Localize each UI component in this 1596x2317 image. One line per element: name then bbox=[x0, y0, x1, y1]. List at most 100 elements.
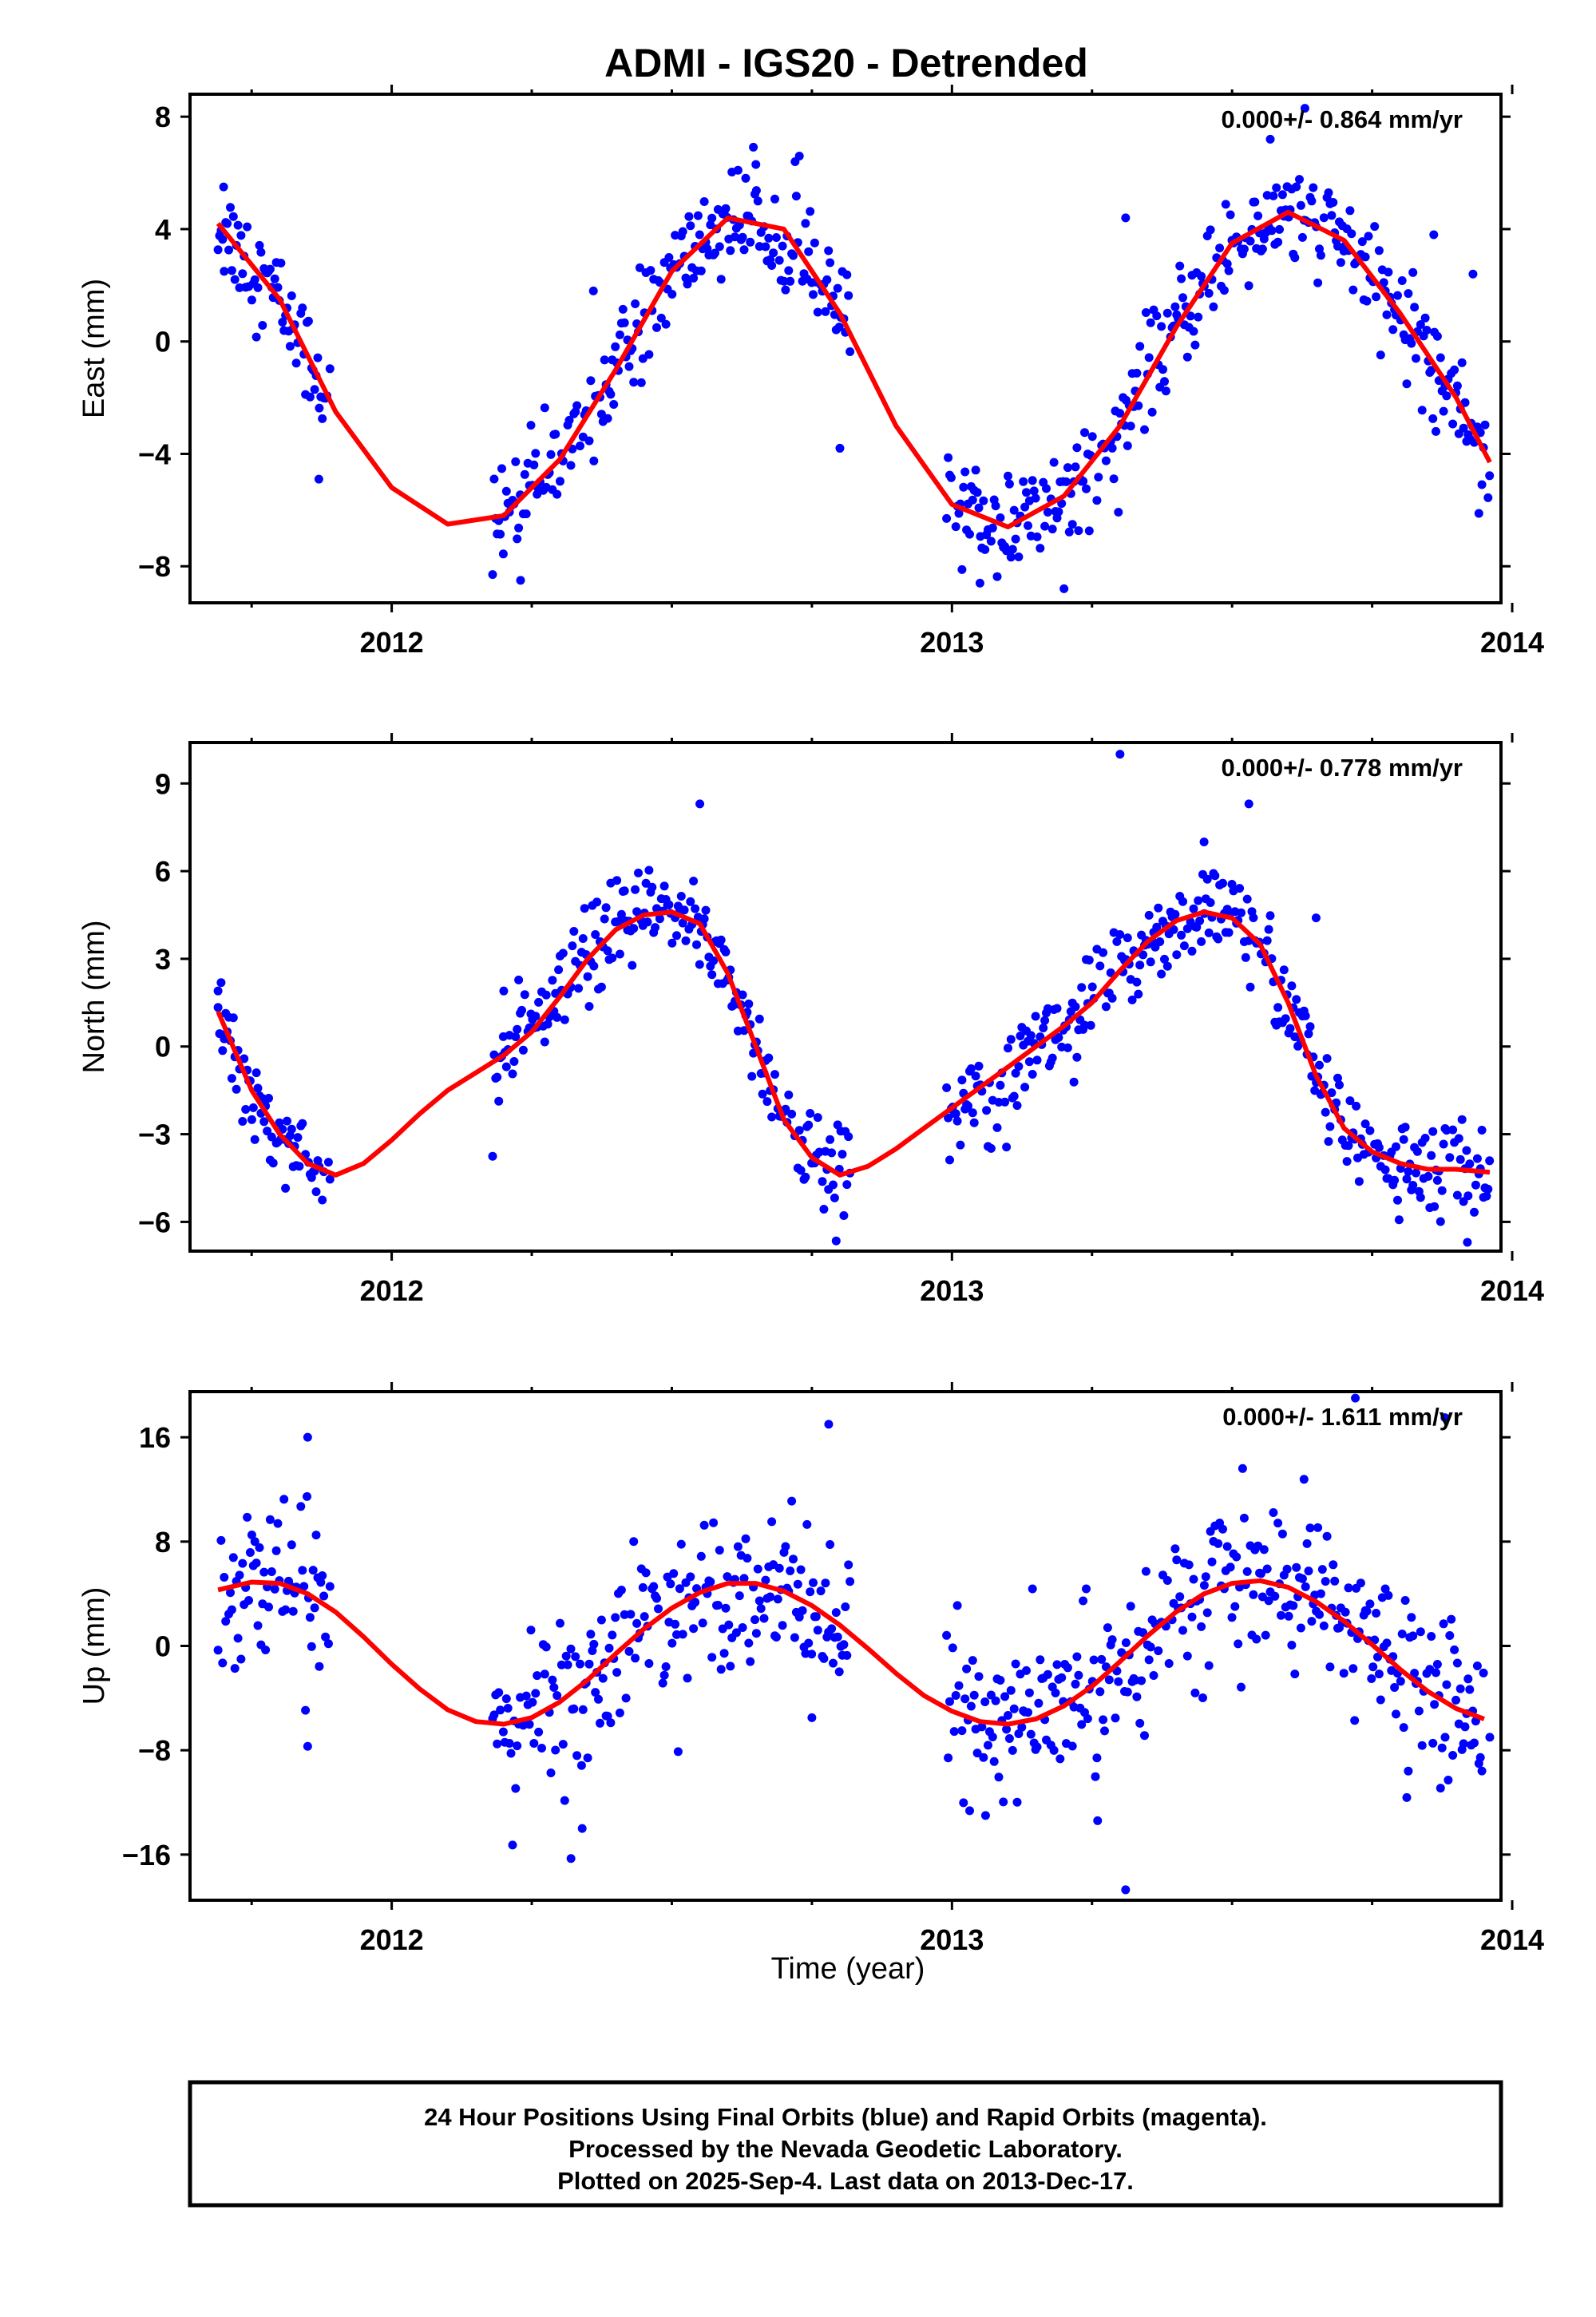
data-point bbox=[1152, 922, 1162, 932]
data-point bbox=[1182, 1651, 1192, 1661]
data-point bbox=[667, 1638, 677, 1648]
data-point bbox=[489, 474, 499, 484]
outlier-point bbox=[1440, 1413, 1450, 1423]
data-point bbox=[1396, 1677, 1405, 1686]
data-point bbox=[1437, 1743, 1447, 1753]
data-point bbox=[1432, 1175, 1442, 1185]
panels: −8 −4 0 4 8 2012 2013 2014 East (mm) 0.000+/- 0.8… bbox=[77, 85, 1544, 1956]
outlier-point bbox=[1059, 584, 1069, 593]
data-point bbox=[1170, 909, 1180, 919]
data-point bbox=[1006, 1035, 1016, 1044]
data-point bbox=[1412, 354, 1420, 363]
data-point bbox=[606, 390, 616, 399]
data-point bbox=[965, 529, 974, 539]
data-point bbox=[1063, 1043, 1072, 1052]
data-point bbox=[1319, 213, 1329, 223]
data-point bbox=[974, 503, 984, 513]
data-point bbox=[1455, 1155, 1465, 1164]
data-point bbox=[750, 1615, 759, 1625]
outlier-point bbox=[303, 1432, 312, 1442]
data-point bbox=[1123, 441, 1132, 450]
data-point bbox=[569, 927, 579, 936]
data-point bbox=[311, 1531, 321, 1540]
data-point bbox=[1408, 1631, 1418, 1641]
data-point bbox=[1104, 1675, 1114, 1685]
data-point bbox=[1219, 286, 1229, 295]
data-point bbox=[578, 1705, 588, 1714]
data-point bbox=[291, 358, 301, 368]
data-point bbox=[1445, 1153, 1455, 1162]
data-point bbox=[620, 318, 629, 327]
data-point bbox=[589, 961, 599, 971]
y-tick-label: 6 bbox=[155, 855, 171, 888]
outlier-point bbox=[790, 156, 800, 166]
data-point bbox=[1249, 913, 1258, 922]
data-point bbox=[251, 1559, 261, 1568]
data-point bbox=[951, 1109, 960, 1119]
data-point bbox=[1325, 1122, 1335, 1131]
data-point bbox=[1397, 276, 1407, 285]
data-point bbox=[1269, 1508, 1278, 1517]
data-point bbox=[1404, 1766, 1413, 1776]
data-point bbox=[218, 1658, 228, 1668]
data-point bbox=[1436, 1784, 1445, 1793]
data-point bbox=[488, 1151, 497, 1161]
data-point bbox=[1451, 1695, 1460, 1705]
data-point bbox=[838, 1150, 847, 1159]
data-point bbox=[952, 1601, 962, 1610]
data-point bbox=[1352, 1101, 1361, 1111]
data-point bbox=[991, 501, 1000, 511]
data-point bbox=[546, 450, 556, 459]
data-point bbox=[1218, 1524, 1227, 1534]
data-point bbox=[606, 1718, 616, 1728]
data-point bbox=[1360, 1119, 1370, 1129]
data-point bbox=[247, 1531, 256, 1539]
data-point bbox=[1009, 1704, 1019, 1713]
data-point bbox=[786, 276, 795, 286]
data-point bbox=[1190, 340, 1200, 350]
data-point bbox=[781, 1104, 790, 1114]
data-point bbox=[1121, 1638, 1131, 1647]
data-point bbox=[596, 1718, 604, 1728]
data-point bbox=[1287, 1641, 1297, 1650]
data-point bbox=[621, 1693, 631, 1703]
data-point bbox=[285, 342, 295, 351]
data-point bbox=[316, 1578, 326, 1587]
data-point bbox=[1319, 1621, 1329, 1630]
data-point bbox=[754, 1014, 764, 1024]
data-point bbox=[1362, 1606, 1372, 1616]
data-point bbox=[1160, 377, 1169, 386]
data-point bbox=[1297, 232, 1307, 242]
data-point bbox=[537, 1744, 546, 1753]
y-tick-label: −16 bbox=[122, 1839, 171, 1871]
data-point bbox=[1024, 1057, 1034, 1067]
y-axis-label: North (mm) bbox=[77, 920, 111, 1073]
data-point bbox=[1264, 925, 1273, 934]
data-point bbox=[1304, 1029, 1313, 1039]
data-point bbox=[526, 1626, 536, 1635]
data-point bbox=[1282, 1564, 1292, 1574]
data-point bbox=[669, 1569, 679, 1578]
data-point bbox=[959, 1798, 968, 1808]
data-point bbox=[551, 1745, 560, 1755]
data-point bbox=[241, 1105, 251, 1114]
data-point bbox=[1275, 224, 1284, 234]
data-point bbox=[965, 1806, 974, 1816]
data-point bbox=[1471, 1180, 1480, 1190]
data-point bbox=[816, 1586, 826, 1596]
data-point bbox=[841, 1602, 850, 1611]
data-point bbox=[1404, 1166, 1413, 1176]
y-tick-label: −8 bbox=[138, 1734, 171, 1767]
data-point bbox=[1072, 443, 1082, 453]
data-point bbox=[1043, 508, 1052, 517]
data-point bbox=[1297, 1574, 1307, 1583]
data-point bbox=[540, 403, 549, 413]
data-point bbox=[716, 275, 726, 284]
x-tick-label: 2013 bbox=[920, 626, 984, 659]
data-point bbox=[520, 469, 529, 479]
data-point bbox=[556, 1660, 566, 1669]
data-point bbox=[1012, 1101, 1022, 1111]
outlier-point bbox=[751, 160, 761, 169]
rate-label: 0.000+/- 0.778 mm/yr bbox=[1222, 754, 1463, 782]
data-point bbox=[979, 1753, 988, 1762]
